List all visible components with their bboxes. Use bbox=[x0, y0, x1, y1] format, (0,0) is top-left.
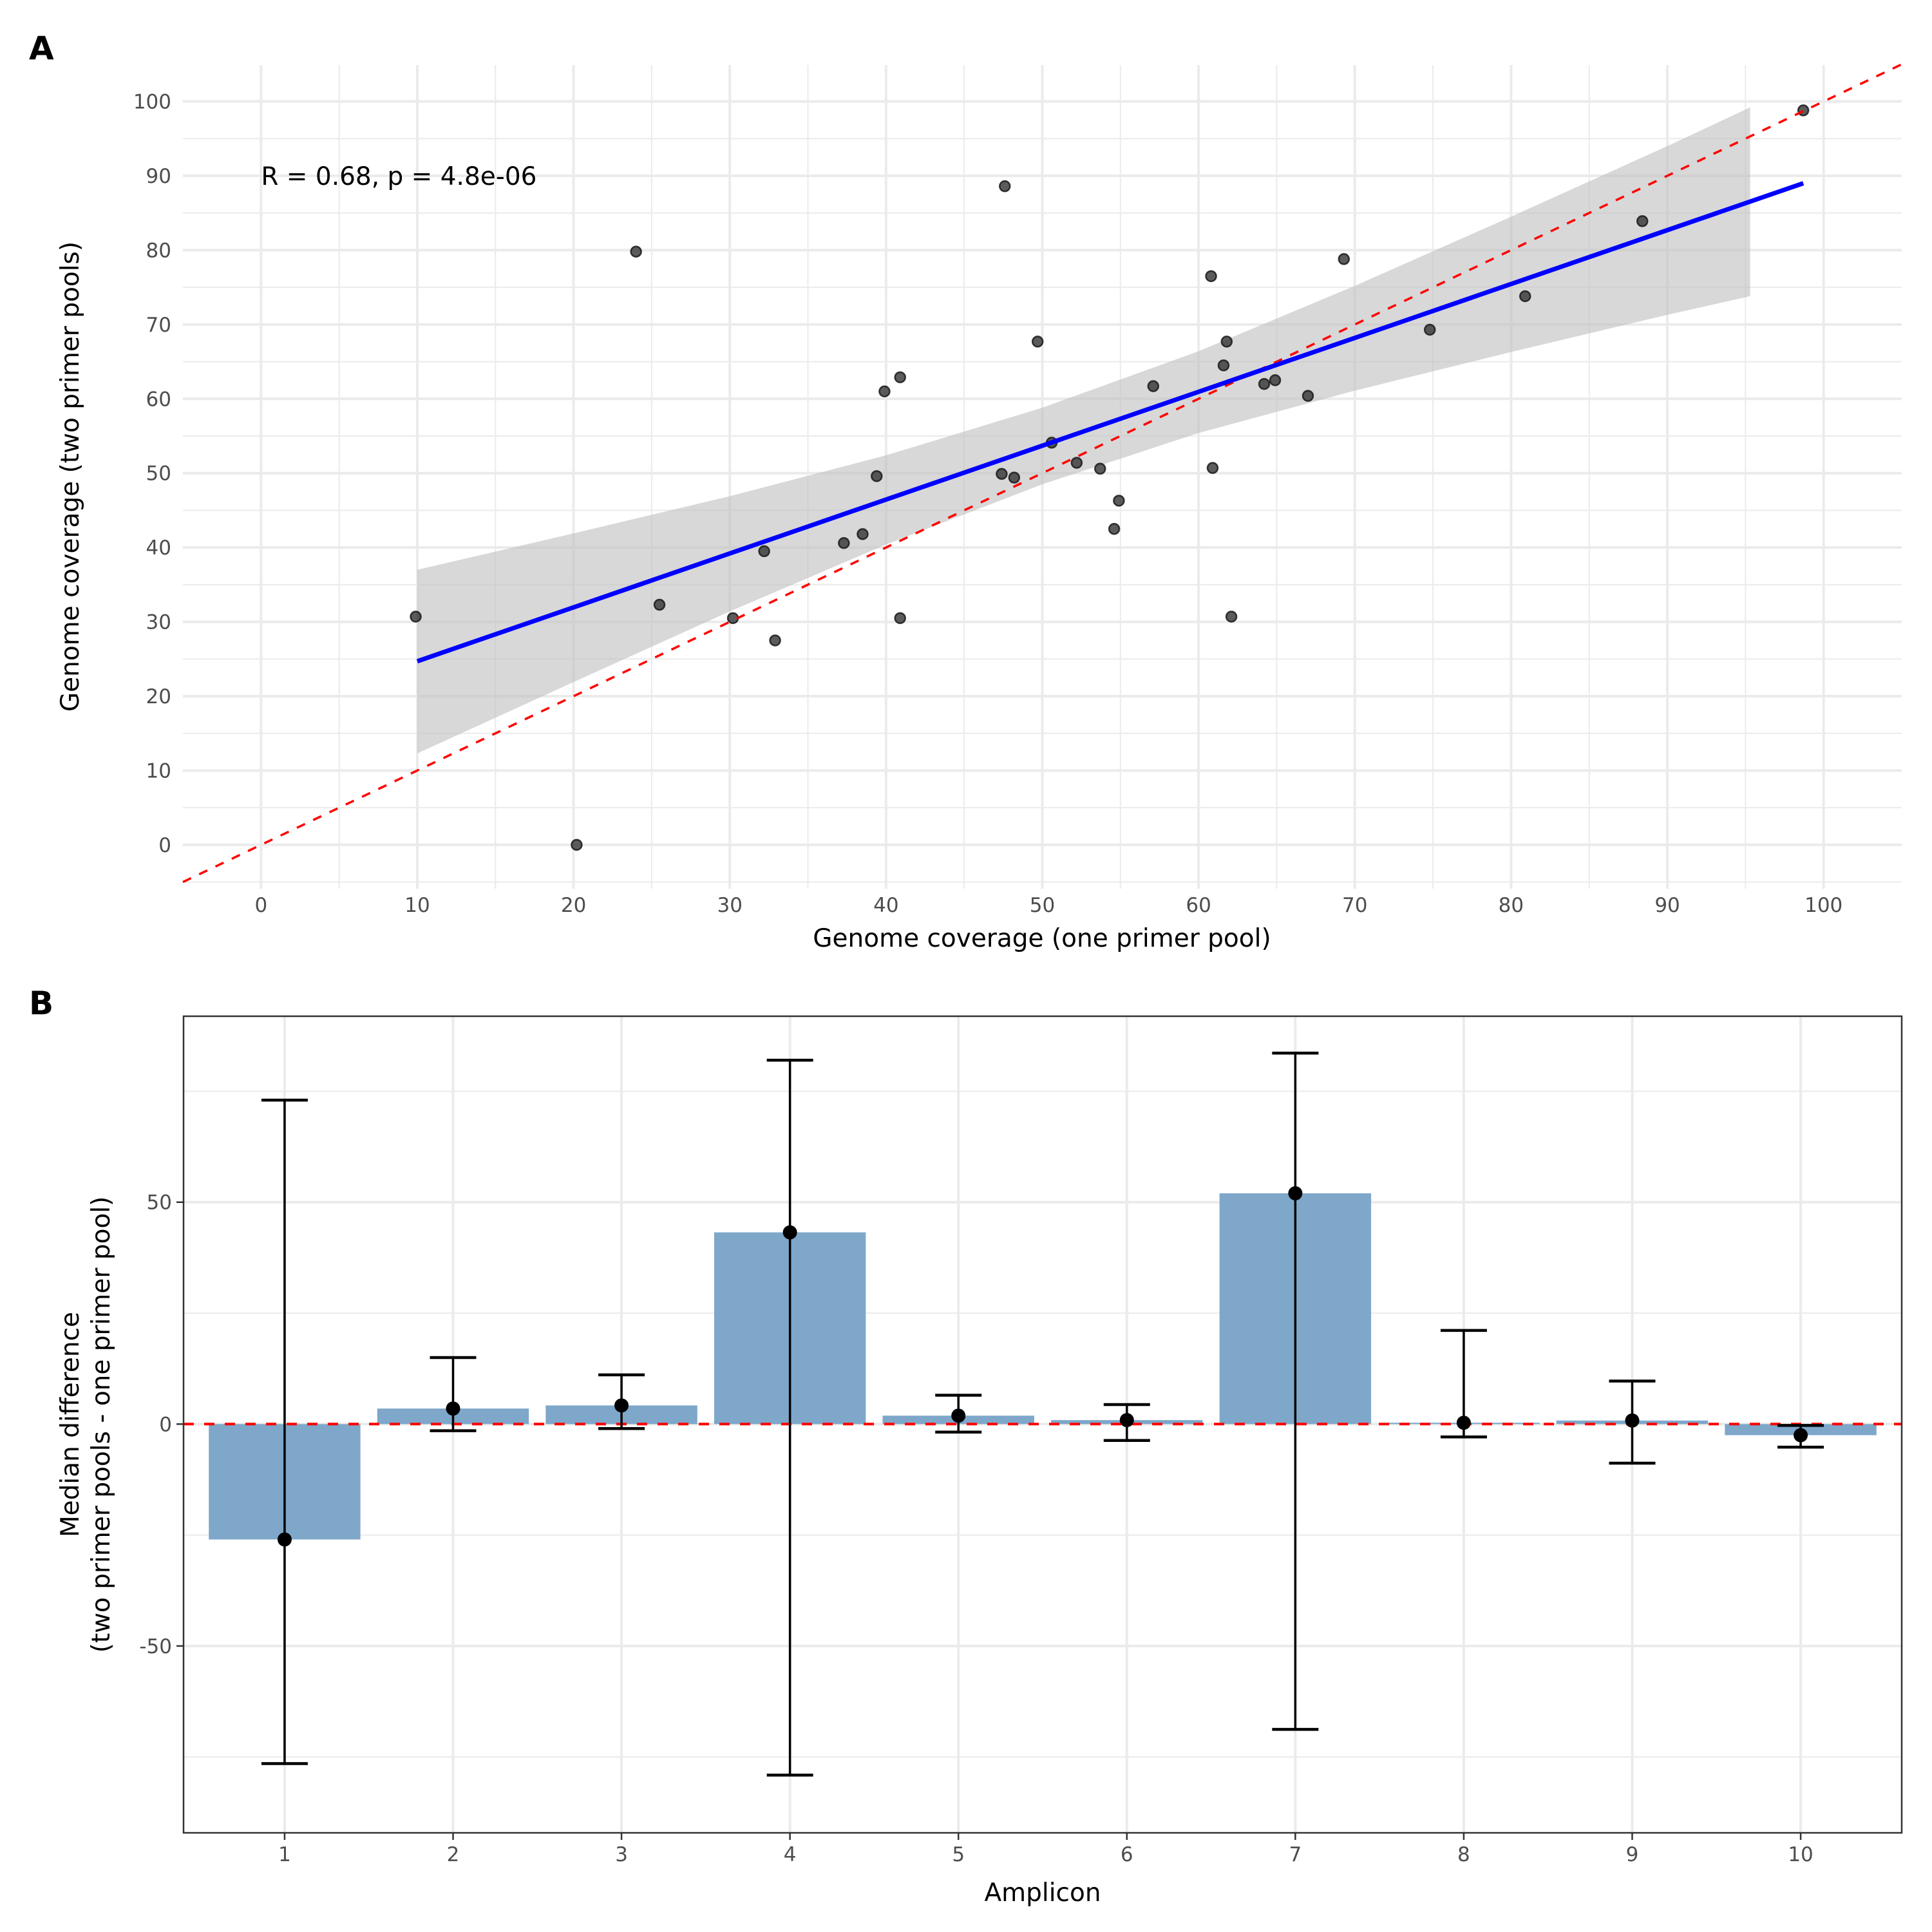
median-point bbox=[277, 1532, 292, 1547]
data-point bbox=[1338, 253, 1350, 265]
data-point bbox=[653, 598, 666, 611]
data-point bbox=[1008, 471, 1021, 484]
y-tick-label: 80 bbox=[146, 239, 171, 262]
data-point bbox=[996, 468, 1008, 480]
panel-a-x-tick-labels: 0 10 20 30 40 50 60 70 80 90 100 bbox=[254, 894, 1842, 917]
data-point bbox=[857, 528, 869, 540]
y-tick-label: 70 bbox=[146, 314, 171, 337]
y-tick-label: 0 bbox=[158, 834, 171, 857]
data-point bbox=[758, 545, 770, 558]
y-tick-label: 90 bbox=[146, 165, 171, 188]
x-tick-label: 7 bbox=[1289, 1843, 1302, 1866]
panel-a-x-axis-title: Genome coverage (one primer pool) bbox=[813, 924, 1271, 953]
data-point bbox=[878, 385, 891, 398]
data-point bbox=[1113, 495, 1125, 507]
x-tick-label: 100 bbox=[1804, 894, 1842, 917]
median-point bbox=[951, 1408, 966, 1423]
x-tick-label: 60 bbox=[1186, 894, 1211, 917]
correlation-annotation: R = 0.68, p = 4.8e-06 bbox=[261, 162, 536, 191]
data-point bbox=[1302, 390, 1314, 402]
data-point bbox=[1220, 336, 1233, 348]
data-point bbox=[1031, 336, 1044, 348]
x-tick-label: 4 bbox=[784, 1843, 797, 1866]
data-point bbox=[894, 612, 906, 625]
x-tick-label: 20 bbox=[561, 894, 586, 917]
data-point bbox=[1070, 457, 1083, 469]
data-point bbox=[1147, 380, 1160, 392]
panel-b-y-axis-title: Median difference (two primer pools - on… bbox=[56, 1197, 116, 1653]
y-tick-label: -50 bbox=[139, 1635, 172, 1658]
data-point bbox=[410, 611, 422, 623]
median-point bbox=[1119, 1413, 1134, 1428]
regression-line bbox=[416, 181, 1804, 664]
data-point bbox=[1636, 215, 1649, 227]
data-point bbox=[1108, 523, 1121, 535]
data-point bbox=[1269, 374, 1282, 386]
y-tick-label: 50 bbox=[147, 1191, 172, 1215]
median-point bbox=[782, 1225, 797, 1240]
panel-b-tag: B bbox=[29, 985, 53, 1022]
data-point bbox=[1094, 462, 1106, 475]
data-point bbox=[769, 634, 781, 647]
data-point bbox=[1225, 611, 1238, 623]
data-point bbox=[1206, 462, 1219, 474]
median-point bbox=[1794, 1428, 1808, 1443]
y-tick-label: 30 bbox=[146, 611, 171, 634]
y-tick-label: 100 bbox=[133, 91, 171, 114]
data-point bbox=[630, 245, 642, 258]
median-point bbox=[614, 1398, 629, 1413]
data-point bbox=[1423, 323, 1436, 336]
median-point bbox=[1625, 1413, 1640, 1428]
panel-b-minor-grid bbox=[184, 1090, 1902, 1758]
panel-a-y-tick-labels: 0 10 20 30 40 50 60 70 80 90 100 bbox=[133, 91, 171, 857]
panel-b-bar-chart: 1 2 3 4 5 6 7 8 9 10 -50 0 50 Amplicon Median diffe… bbox=[56, 1015, 1903, 1908]
data-point bbox=[1205, 270, 1217, 283]
panel-a-y-axis-title: Genome coverage (two primer pools) bbox=[56, 242, 85, 712]
y-tick-label: 60 bbox=[146, 388, 171, 411]
y-tick-label: 0 bbox=[159, 1413, 172, 1436]
x-tick-label: 5 bbox=[952, 1843, 965, 1866]
y-tick-label: 40 bbox=[146, 536, 171, 560]
data-point bbox=[838, 536, 850, 549]
y-tick-label: 50 bbox=[146, 462, 171, 486]
data-point bbox=[571, 838, 583, 851]
x-tick-label: 9 bbox=[1626, 1843, 1639, 1866]
x-tick-label: 30 bbox=[717, 894, 743, 917]
x-tick-label: 80 bbox=[1499, 894, 1524, 917]
data-point bbox=[1519, 290, 1531, 303]
x-tick-label: 90 bbox=[1654, 894, 1680, 917]
panel-b-x-axis-title: Amplicon bbox=[984, 1879, 1101, 1908]
panel-a-lines bbox=[182, 63, 1902, 884]
median-point bbox=[1288, 1186, 1303, 1200]
x-tick-label: 70 bbox=[1342, 894, 1367, 917]
data-point bbox=[1217, 359, 1230, 372]
data-point bbox=[999, 180, 1011, 193]
panel-b-y-tick-labels: -50 0 50 bbox=[139, 1191, 184, 1658]
panel-a-scatter: 0 10 20 30 40 50 60 70 80 90 100 0 10 20 30 40 50 60 70 80… bbox=[56, 63, 1902, 953]
data-point bbox=[871, 470, 883, 482]
y-tick-label: 20 bbox=[146, 685, 171, 708]
median-point bbox=[1456, 1416, 1471, 1430]
x-tick-label: 10 bbox=[404, 894, 430, 917]
x-tick-label: 6 bbox=[1121, 1843, 1133, 1866]
data-point bbox=[1258, 377, 1271, 390]
x-tick-label: 8 bbox=[1457, 1843, 1470, 1866]
median-point bbox=[446, 1401, 460, 1416]
x-tick-label: 10 bbox=[1788, 1843, 1813, 1866]
data-point bbox=[894, 371, 906, 384]
panel-b-y-axis-title-line1: Median difference bbox=[56, 1312, 85, 1537]
x-tick-label: 1 bbox=[278, 1843, 291, 1866]
y-tick-label: 10 bbox=[146, 759, 171, 782]
x-tick-label: 40 bbox=[873, 894, 898, 917]
panel-b-y-axis-title-line2: (two primer pools - one primer pool) bbox=[87, 1197, 116, 1653]
x-tick-label: 50 bbox=[1030, 894, 1055, 917]
x-tick-label: 2 bbox=[447, 1843, 460, 1866]
panel-a-tag: A bbox=[29, 30, 54, 67]
x-tick-label: 0 bbox=[254, 894, 267, 917]
panel-b-error-bars bbox=[261, 1051, 1824, 1777]
x-tick-label: 3 bbox=[615, 1843, 628, 1866]
panel-a-points bbox=[410, 104, 1810, 851]
panel-b-x-tick-labels: 1 2 3 4 5 6 7 8 9 10 bbox=[278, 1833, 1814, 1866]
